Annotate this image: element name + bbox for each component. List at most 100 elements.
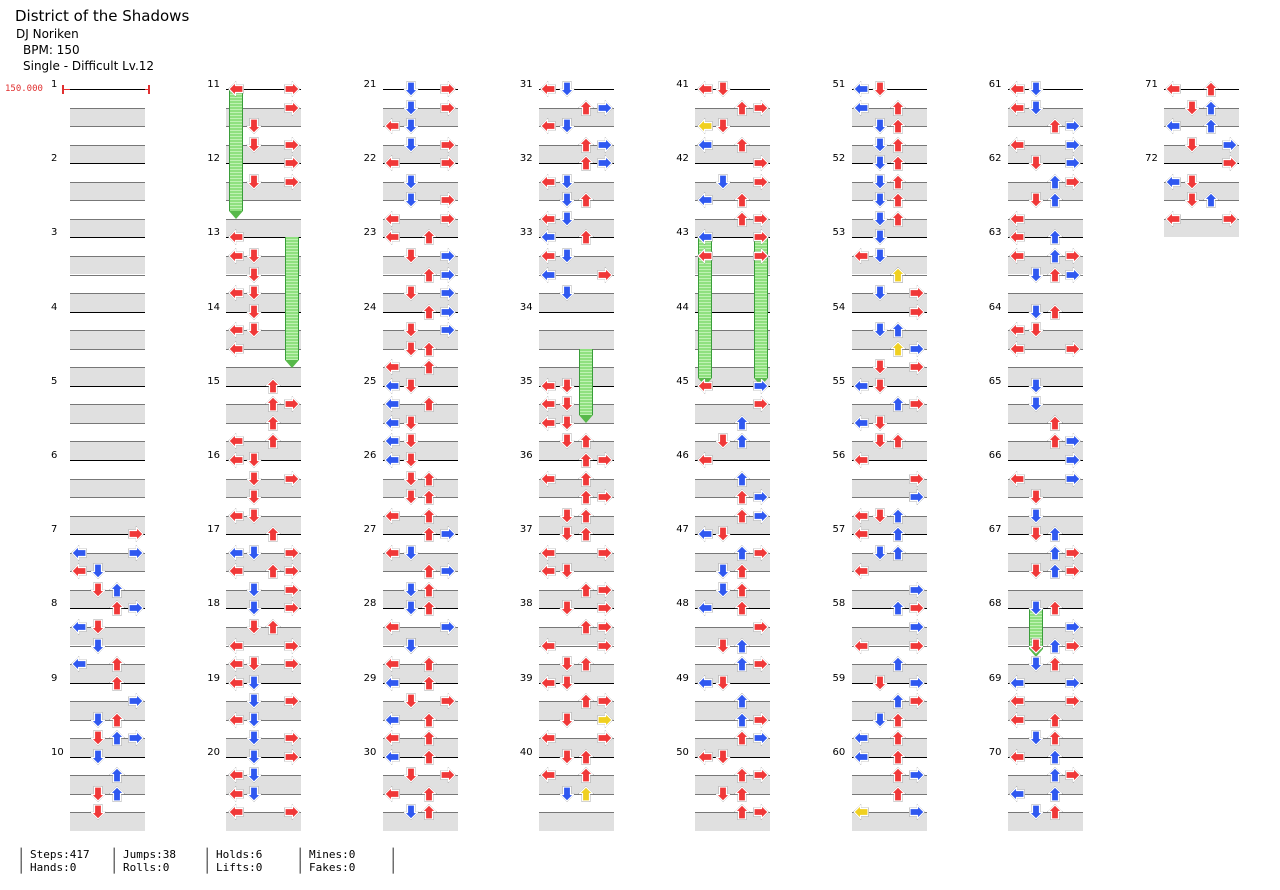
arrow-icon	[559, 563, 575, 580]
measure-number: 45	[676, 375, 689, 387]
arrow-icon	[890, 155, 907, 172]
measure-number: 16	[207, 450, 221, 461]
measure-number: 36	[519, 450, 533, 461]
arrow-icon	[540, 470, 557, 487]
beat-line	[70, 274, 145, 276]
arrow-icon	[540, 396, 557, 413]
beat-line	[695, 200, 771, 202]
arrow-icon	[246, 266, 263, 283]
arrow-icon	[90, 711, 107, 728]
beat-band	[695, 812, 771, 831]
arrow-icon	[383, 730, 400, 747]
arrow-icon	[1028, 730, 1044, 747]
beat-line	[1164, 181, 1240, 183]
chart-column: 31 32 33 34 35 36 37 38 39 40	[520, 79, 614, 831]
beat-band	[851, 107, 927, 127]
arrow-icon	[540, 173, 557, 190]
arrow-icon	[1046, 804, 1063, 821]
beat-line	[538, 404, 614, 406]
beat-band	[695, 589, 771, 609]
beat-band	[382, 404, 458, 423]
beat-line	[538, 441, 614, 443]
beat-line	[851, 200, 927, 202]
measure-number: 31	[519, 79, 533, 90]
arrow-icon	[1184, 192, 1201, 209]
measure-line	[695, 385, 771, 387]
beat-band	[1007, 812, 1083, 831]
arrow-icon	[1028, 396, 1044, 413]
arrow-icon	[1046, 600, 1063, 617]
arrow-icon	[90, 563, 107, 580]
beat-line	[1007, 330, 1083, 332]
measure-number: 27	[363, 524, 377, 536]
measure-line	[538, 163, 614, 165]
beat-band	[226, 478, 302, 498]
arrow-icon	[1165, 81, 1182, 97]
arrow-icon	[1028, 266, 1044, 283]
beat-band	[70, 478, 145, 498]
beat-band	[226, 107, 302, 127]
beat-band	[226, 293, 302, 312]
arrow-icon	[540, 637, 557, 654]
arrow-icon	[890, 785, 907, 802]
arrow-icon	[402, 581, 419, 598]
beat-band	[851, 626, 927, 646]
beat-line	[70, 589, 145, 591]
beat-line	[226, 515, 302, 517]
arrow-icon	[909, 693, 926, 710]
measure-number: 47	[676, 524, 689, 536]
beat-line	[382, 775, 458, 777]
arrow-icon	[1203, 81, 1219, 97]
measure-number: 14	[207, 301, 221, 313]
arrow-icon	[752, 173, 769, 190]
beat-band	[695, 330, 771, 349]
measure-number: 72	[1145, 153, 1158, 165]
arrow-icon	[1046, 247, 1063, 264]
stat-steps: Steps:417	[30, 848, 90, 861]
arrow-icon	[577, 618, 594, 635]
beat-line	[538, 293, 614, 295]
beat-line	[226, 422, 302, 424]
beat-band	[70, 738, 145, 757]
arrow-icon	[540, 210, 557, 227]
measure-number: 25	[363, 375, 377, 387]
arrow-icon	[265, 563, 282, 580]
measure-number: 4	[51, 301, 58, 313]
measure-line	[70, 534, 145, 536]
arrow-icon	[108, 674, 125, 691]
hold-body	[228, 89, 243, 212]
beat-line	[382, 719, 458, 721]
arrow-icon	[540, 81, 557, 97]
beat-band	[70, 775, 145, 794]
beat-line	[226, 664, 302, 666]
arrow-icon	[1009, 470, 1026, 487]
measure-number: 28	[363, 598, 377, 610]
arrow-icon	[440, 99, 457, 116]
beat-band	[70, 441, 145, 460]
beat-band	[226, 589, 302, 609]
arrow-icon	[284, 81, 300, 97]
arrow-icon	[421, 600, 438, 617]
chart-column: 1 2 3 4 5 6 7 8 9 10	[51, 79, 145, 831]
arrow-icon	[90, 581, 107, 598]
arrow-icon	[90, 785, 107, 802]
arrow-icon	[540, 118, 557, 135]
beat-line	[695, 645, 771, 647]
arrow-icon	[127, 544, 144, 561]
hold-note	[284, 237, 299, 368]
beat-band	[226, 404, 302, 423]
arrow-icon	[90, 748, 107, 765]
beat-line	[851, 645, 927, 647]
arrow-icon	[752, 248, 769, 264]
arrow-icon	[734, 489, 750, 505]
beat-line	[226, 589, 302, 591]
beat-line	[851, 218, 927, 220]
beat-line	[538, 107, 614, 109]
beat-line	[70, 107, 145, 109]
arrow-icon	[1065, 136, 1082, 153]
measure-number: 21	[363, 79, 377, 90]
arrow-icon	[696, 748, 713, 765]
arrow-icon	[596, 581, 613, 598]
arrow-icon	[909, 637, 926, 654]
beat-band	[1007, 293, 1083, 312]
